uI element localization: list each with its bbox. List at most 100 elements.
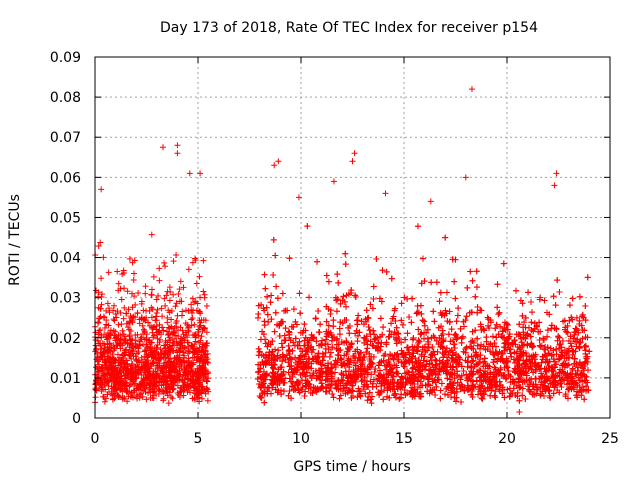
data-point: [329, 344, 336, 351]
data-point: [137, 366, 144, 373]
data-point: [418, 351, 425, 358]
data-point: [571, 331, 578, 338]
data-point: [415, 367, 422, 374]
data-point: [506, 393, 513, 400]
data-point: [524, 341, 531, 348]
data-point: [110, 390, 117, 397]
data-point: [136, 341, 143, 348]
data-point: [555, 356, 562, 363]
data-point: [138, 300, 145, 307]
data-point: [110, 307, 117, 314]
data-point: [490, 351, 497, 358]
data-point: [114, 268, 121, 275]
data-point: [157, 336, 164, 343]
data-point: [438, 332, 445, 339]
data-point: [105, 305, 112, 312]
data-point: [126, 255, 133, 262]
data-point: [393, 334, 400, 341]
data-point: [537, 294, 544, 301]
data-point: [331, 361, 338, 368]
data-point: [567, 333, 574, 340]
data-point: [398, 300, 405, 307]
data-point: [139, 386, 146, 393]
data-point: [370, 283, 377, 290]
data-point: [96, 361, 103, 368]
data-point: [360, 321, 367, 328]
data-point: [445, 351, 452, 358]
data-point: [176, 286, 183, 293]
data-point: [323, 318, 330, 325]
data-point: [553, 361, 560, 368]
data-point: [268, 292, 275, 299]
chart-title: Day 173 of 2018, Rate Of TEC Index for r…: [160, 20, 538, 36]
data-point: [529, 360, 536, 367]
data-point: [142, 366, 149, 373]
data-point: [114, 362, 121, 369]
data-point: [121, 285, 128, 292]
data-point: [153, 371, 160, 378]
data-point: [197, 365, 204, 372]
data-point: [200, 357, 207, 364]
data-point: [114, 371, 121, 378]
data-point: [346, 368, 353, 375]
data-point: [542, 387, 549, 394]
data-point: [487, 348, 494, 355]
data-point: [131, 381, 138, 388]
data-point: [579, 326, 586, 333]
data-point: [148, 339, 155, 346]
data-point: [185, 339, 192, 346]
data-point: [95, 243, 102, 250]
data-point: [516, 321, 523, 328]
data-point: [95, 368, 102, 375]
data-point: [138, 372, 145, 379]
data-point: [177, 324, 184, 331]
data-point: [200, 348, 207, 355]
data-point: [118, 296, 125, 303]
data-point: [447, 338, 454, 345]
data-point: [180, 382, 187, 389]
data-point: [429, 386, 436, 393]
data-point: [537, 392, 544, 399]
data-point: [173, 300, 180, 307]
data-point: [468, 338, 475, 345]
data-point: [395, 370, 402, 377]
data-point: [279, 344, 286, 351]
data-point: [358, 378, 365, 385]
data-point: [410, 364, 417, 371]
data-point: [546, 392, 553, 399]
data-point: [262, 384, 269, 391]
data-point: [460, 368, 467, 374]
data-point: [146, 385, 153, 392]
data-point: [469, 358, 476, 365]
data-point: [194, 391, 201, 398]
data-point: [552, 302, 559, 309]
data-point: [478, 382, 485, 389]
data-point: [255, 369, 262, 376]
data-point: [198, 368, 205, 375]
data-point: [272, 309, 279, 316]
data-point: [188, 322, 195, 329]
data-point: [197, 354, 204, 361]
data-point: [539, 388, 546, 395]
data-point: [135, 290, 142, 297]
data-point: [148, 324, 155, 331]
data-point: [189, 332, 196, 339]
data-point: [98, 275, 105, 282]
data-point: [398, 339, 405, 346]
data-point: [200, 375, 207, 382]
data-point: [119, 327, 126, 334]
data-point: [127, 381, 134, 388]
data-point: [200, 324, 207, 331]
data-point: [162, 263, 169, 270]
data-point: [128, 355, 135, 362]
data-point: [128, 366, 135, 373]
data-point: [357, 393, 364, 400]
data-point: [558, 384, 565, 391]
data-point: [554, 337, 561, 344]
data-point: [442, 363, 449, 370]
data-point: [102, 334, 109, 341]
data-point: [200, 288, 207, 295]
data-point: [105, 269, 112, 276]
data-point: [130, 348, 137, 355]
data-point: [415, 343, 422, 350]
